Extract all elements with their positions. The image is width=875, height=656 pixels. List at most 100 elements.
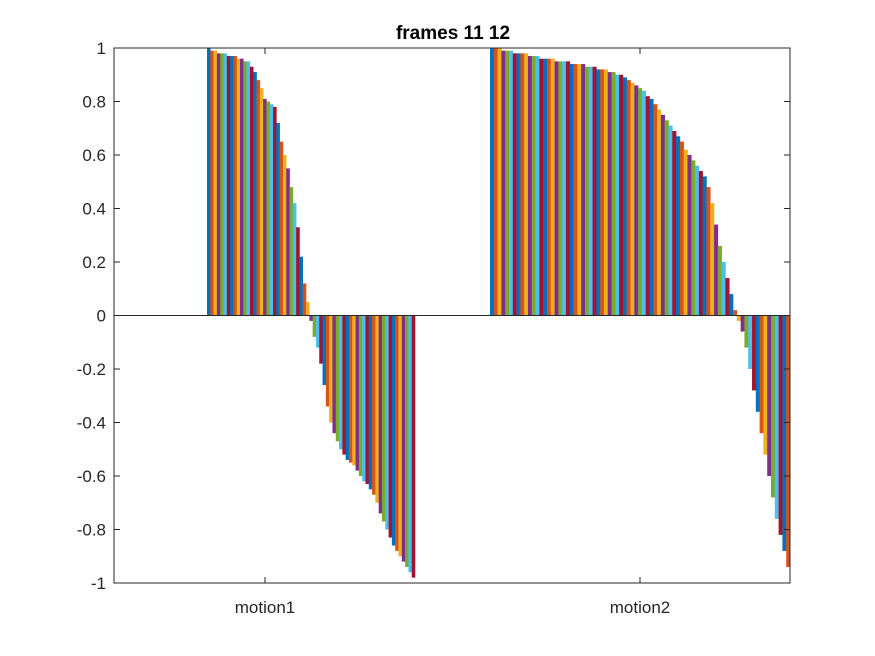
bar — [207, 48, 211, 316]
bar — [645, 96, 650, 316]
bar — [657, 109, 662, 316]
bar — [236, 58, 241, 316]
bar — [641, 90, 646, 316]
bars-layer — [207, 48, 791, 578]
bar — [286, 168, 290, 316]
y-tick-label: 0 — [97, 307, 106, 326]
y-tick-label: 0.2 — [82, 253, 106, 272]
bar — [569, 64, 574, 316]
bar — [355, 315, 360, 471]
bar — [216, 53, 221, 316]
bar — [596, 69, 601, 316]
bar — [505, 50, 510, 316]
bar — [706, 187, 711, 316]
bar — [634, 85, 639, 316]
bar — [289, 187, 294, 316]
bar — [401, 315, 406, 562]
bar — [266, 101, 271, 316]
bar — [546, 58, 552, 316]
bar — [395, 315, 399, 551]
bar — [573, 64, 578, 316]
bar — [322, 315, 327, 386]
bar — [744, 315, 749, 348]
y-tick-label: 0.4 — [82, 200, 106, 219]
bar — [391, 315, 396, 546]
bar — [520, 53, 525, 316]
bar — [273, 106, 277, 316]
bar — [375, 315, 379, 503]
bar — [249, 66, 254, 316]
bar — [729, 294, 734, 316]
x-tick-label: motion1 — [235, 598, 295, 617]
bar — [335, 315, 340, 442]
bar — [329, 315, 333, 423]
bar — [352, 315, 356, 466]
bar — [226, 56, 231, 316]
bar — [702, 176, 707, 316]
bar — [524, 53, 529, 316]
bar — [630, 82, 635, 316]
bar — [554, 61, 559, 316]
bar — [223, 53, 228, 316]
bar — [233, 56, 238, 316]
y-tick-label: -0.2 — [77, 360, 106, 379]
bar — [372, 315, 376, 495]
bar — [782, 315, 787, 551]
x-axis: motion1 motion2 — [235, 48, 670, 617]
bar — [767, 315, 772, 476]
bar — [584, 66, 590, 316]
bar — [365, 315, 370, 485]
bar — [253, 72, 257, 316]
y-tick-label: 1 — [97, 39, 106, 58]
bar — [592, 66, 597, 316]
bar — [740, 315, 745, 332]
bar — [282, 155, 287, 316]
bar — [302, 283, 307, 316]
chart-title: frames 11 12 — [396, 23, 510, 44]
bar — [660, 114, 665, 316]
bar — [759, 315, 764, 434]
bar — [411, 315, 416, 578]
bar — [381, 315, 386, 522]
bar — [626, 80, 631, 316]
bar — [676, 136, 681, 316]
bar — [752, 315, 757, 391]
bar — [562, 61, 567, 316]
bar — [408, 315, 412, 573]
bar — [710, 203, 715, 316]
bar — [600, 69, 605, 316]
bar — [725, 278, 730, 316]
bar — [619, 74, 624, 316]
plot-frame — [113, 47, 791, 584]
bar — [299, 256, 304, 316]
bar — [763, 315, 768, 455]
bar — [213, 50, 218, 316]
bar — [653, 104, 658, 316]
bar — [256, 80, 261, 316]
bar — [497, 48, 502, 316]
bar — [269, 104, 274, 316]
bar — [345, 315, 350, 460]
bar — [550, 58, 555, 316]
bar — [388, 315, 393, 538]
bar — [668, 125, 673, 316]
bar — [306, 302, 310, 316]
bar — [721, 262, 726, 316]
bar — [786, 315, 791, 567]
bar — [296, 227, 300, 316]
bar — [733, 310, 738, 316]
bar — [679, 141, 684, 316]
bar — [698, 171, 703, 316]
bar — [581, 64, 586, 316]
bar — [501, 50, 506, 316]
bar — [319, 315, 323, 364]
bar — [220, 53, 224, 316]
bar — [312, 315, 317, 337]
bar — [348, 315, 353, 463]
bar — [368, 315, 373, 490]
bar — [276, 122, 280, 316]
bar — [342, 315, 346, 455]
bar — [230, 56, 234, 316]
bar — [243, 61, 247, 316]
bar — [527, 56, 533, 316]
